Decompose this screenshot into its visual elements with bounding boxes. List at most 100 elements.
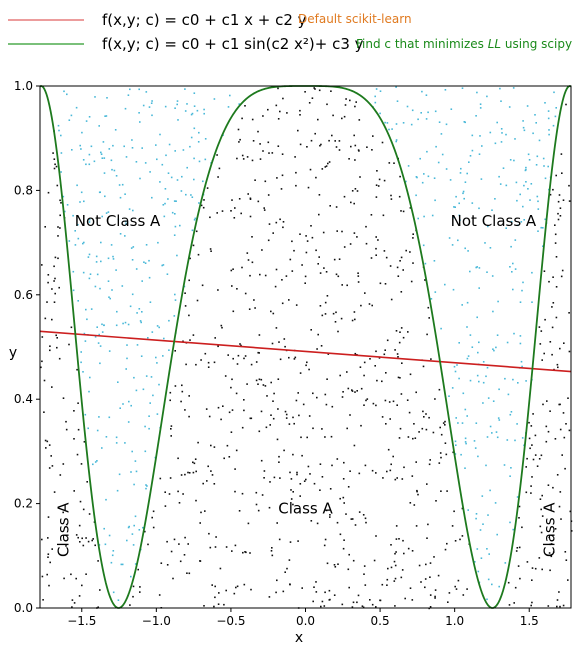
class-a-point (390, 298, 393, 301)
not-class-a-point (407, 165, 410, 167)
not-class-a-point (130, 404, 132, 407)
class-a-point (326, 295, 329, 297)
not-class-a-point (136, 312, 138, 314)
class-a-point (276, 438, 279, 441)
class-a-point (356, 601, 358, 604)
class-a-point (462, 594, 465, 596)
class-a-point (188, 415, 190, 418)
class-a-point (170, 425, 173, 427)
class-a-point (556, 474, 559, 476)
class-a-point (354, 144, 357, 147)
class-a-point (94, 544, 96, 547)
class-a-point (390, 463, 392, 466)
not-class-a-point (468, 161, 470, 163)
class-a-point (521, 526, 523, 529)
class-a-point (526, 561, 529, 563)
region-label-4: Class A (541, 502, 559, 557)
not-class-a-point (142, 526, 144, 529)
not-class-a-point (466, 357, 469, 360)
class-a-point (269, 481, 271, 483)
class-a-point (413, 504, 416, 506)
not-class-a-point (168, 319, 170, 322)
class-a-point (562, 199, 565, 201)
not-class-a-point (459, 219, 461, 221)
class-a-point (86, 481, 88, 483)
not-class-a-point (379, 112, 381, 115)
not-class-a-point (66, 204, 69, 206)
not-class-a-point (416, 176, 418, 179)
class-a-point (213, 446, 216, 448)
class-a-point (417, 493, 419, 496)
class-a-point (53, 265, 55, 268)
not-class-a-point (115, 324, 118, 327)
class-a-point (323, 605, 326, 607)
not-class-a-point (60, 171, 62, 173)
class-a-point (381, 380, 383, 383)
not-class-a-point (117, 218, 120, 221)
not-class-a-point (125, 223, 127, 225)
class-a-point (51, 465, 54, 467)
not-class-a-point (526, 105, 529, 107)
class-a-point (568, 312, 570, 314)
class-a-point (415, 461, 417, 463)
class-a-point (454, 585, 456, 588)
not-class-a-point (148, 415, 150, 417)
not-class-a-point (127, 526, 130, 529)
not-class-a-point (99, 362, 101, 365)
not-class-a-point (448, 237, 451, 239)
not-class-a-point (467, 509, 469, 511)
not-class-a-point (163, 337, 165, 340)
class-a-point (329, 516, 331, 518)
class-a-point (323, 544, 326, 547)
not-class-a-point (460, 453, 462, 456)
class-a-point (452, 451, 454, 454)
not-class-a-point (180, 190, 183, 192)
not-class-a-point (112, 258, 115, 260)
not-class-a-point (77, 223, 79, 226)
not-class-a-point (119, 196, 122, 199)
not-class-a-point (196, 109, 199, 112)
not-class-a-point (158, 326, 160, 329)
class-a-point (354, 318, 356, 321)
not-class-a-point (374, 101, 377, 104)
class-a-point (291, 270, 294, 272)
class-a-point (281, 174, 284, 177)
class-a-point (420, 581, 422, 583)
not-class-a-point (131, 533, 134, 535)
not-class-a-point (543, 165, 545, 167)
class-a-point (185, 363, 187, 366)
class-a-point (360, 304, 362, 307)
class-a-point (267, 141, 270, 144)
class-a-point (312, 427, 314, 430)
class-a-point (402, 336, 405, 339)
class-a-point (297, 540, 299, 542)
x-tick-label: 1.0 (445, 614, 464, 628)
class-a-point (245, 551, 247, 554)
class-a-point (545, 425, 548, 428)
not-class-a-point (113, 169, 116, 172)
class-a-point (381, 416, 384, 418)
class-a-point (56, 346, 58, 349)
class-a-point (277, 378, 280, 380)
class-a-point (214, 585, 216, 588)
not-class-a-point (489, 489, 491, 492)
class-a-point (83, 441, 86, 443)
class-a-point (284, 410, 287, 413)
class-a-point (375, 350, 377, 353)
not-class-a-point (499, 183, 502, 185)
class-a-point (538, 458, 541, 460)
class-a-point (352, 601, 355, 604)
not-class-a-point (140, 355, 143, 357)
class-a-point (333, 594, 336, 596)
class-a-point (570, 530, 573, 532)
not-class-a-point (411, 109, 414, 112)
class-a-point (282, 221, 285, 223)
class-a-point (250, 588, 252, 591)
class-a-point (446, 490, 448, 492)
class-a-point (279, 358, 282, 361)
not-class-a-point (538, 139, 541, 142)
class-a-point (400, 576, 403, 579)
not-class-a-point (193, 157, 195, 160)
not-class-a-point (130, 575, 132, 578)
class-a-point (47, 274, 50, 276)
